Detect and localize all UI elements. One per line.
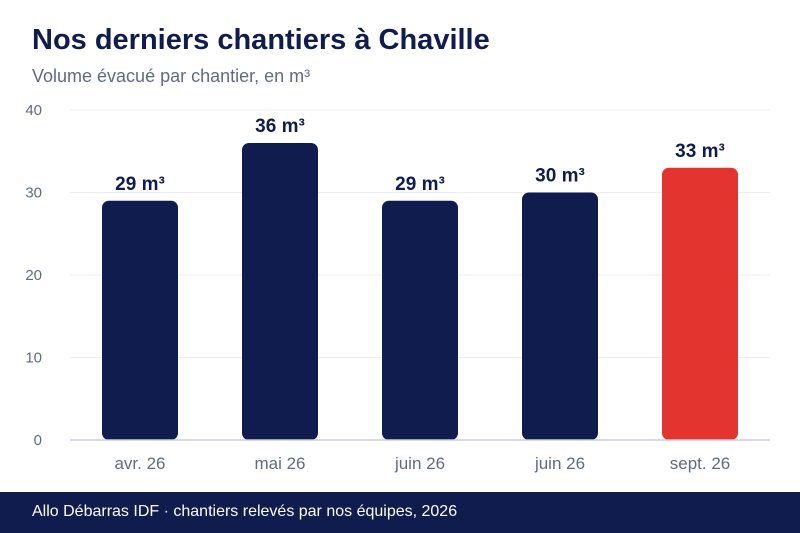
footer-bar: Allo Débarras IDF · chantiers relevés pa… xyxy=(0,492,800,533)
x-tick-label: avr. 26 xyxy=(114,454,165,473)
x-tick-label: sept. 26 xyxy=(670,454,731,473)
bar xyxy=(522,192,598,440)
y-tick-label: 10 xyxy=(25,350,42,367)
y-tick-label: 0 xyxy=(34,432,42,449)
chart-subtitle: Volume évacué par chantier, en m³ xyxy=(32,66,311,86)
bar xyxy=(382,200,458,440)
bar-value-label: 29 m³ xyxy=(395,174,445,195)
bar-value-label: 36 m³ xyxy=(255,116,305,137)
bar-chart: 0 10 20 30 40 29 m³ 36 m³ 29 m³ 30 m³ 33 m³ avr.… xyxy=(25,102,770,473)
x-tick-label: juin 26 xyxy=(394,454,445,473)
bar-value-label: 29 m³ xyxy=(115,174,165,195)
y-tick-label: 20 xyxy=(25,267,42,284)
footer-source: Allo Débarras IDF · chantiers relevés pa… xyxy=(32,503,458,520)
bar xyxy=(242,143,318,440)
x-axis-ticks: avr. 26 mai 26 juin 26 juin 26 sept. 26 xyxy=(114,454,730,473)
chart-title: Nos derniers chantiers à Chaville xyxy=(32,24,490,56)
y-tick-label: 40 xyxy=(25,102,42,119)
x-tick-label: mai 26 xyxy=(254,454,305,473)
y-axis-ticks: 0 10 20 30 40 xyxy=(25,102,42,449)
bar-value-label: 33 m³ xyxy=(675,141,725,162)
bars xyxy=(102,143,738,440)
bar-value-label: 30 m³ xyxy=(535,166,585,187)
bar xyxy=(662,167,738,440)
x-tick-label: juin 26 xyxy=(534,454,585,473)
value-labels: 29 m³ 36 m³ 29 m³ 30 m³ 33 m³ xyxy=(115,116,725,195)
y-tick-label: 30 xyxy=(25,185,42,202)
bar xyxy=(102,200,178,440)
